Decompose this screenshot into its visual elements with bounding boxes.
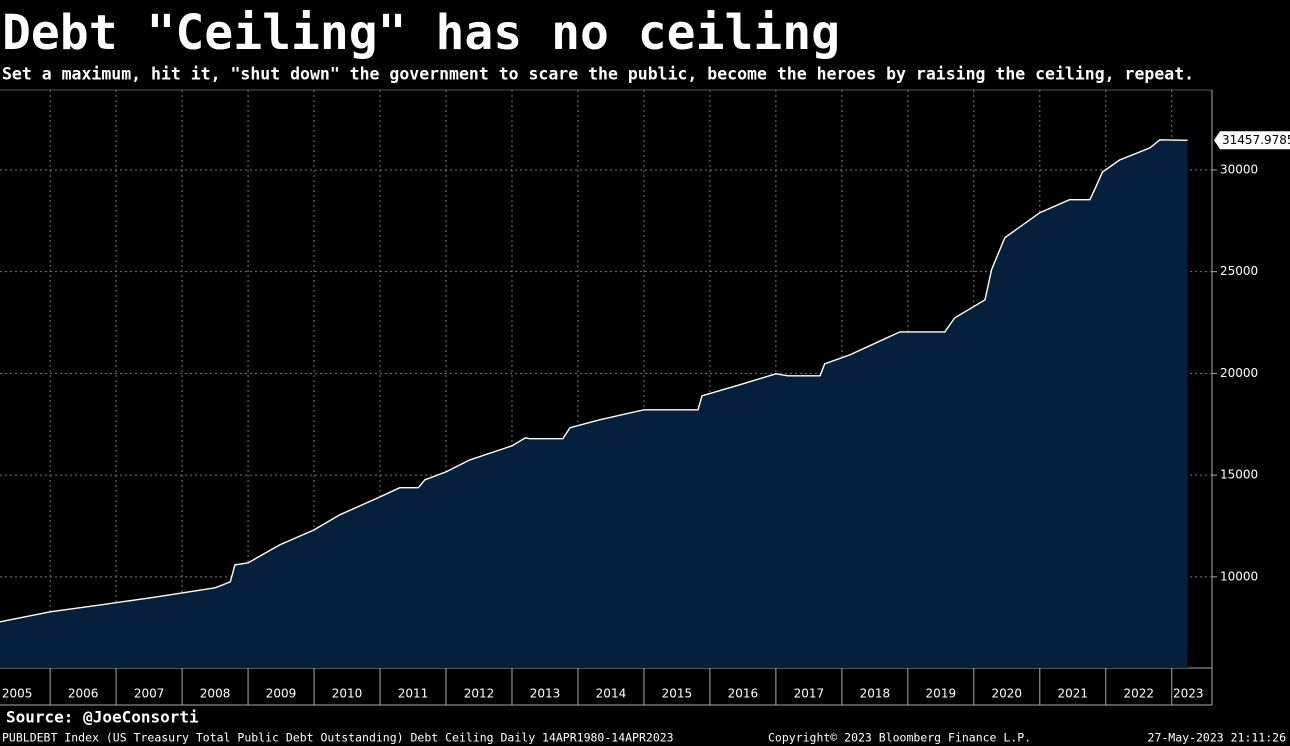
x-tick-label: 2017	[794, 687, 825, 701]
plot: 31457.9785 10000 15000 20000 25000 30000 2005 2…	[0, 90, 1290, 705]
description: PUBLDEBT Index (US Treasury Total Public…	[2, 731, 674, 745]
x-tick-label: 2012	[464, 687, 495, 701]
x-tick-label: 2014	[596, 687, 627, 701]
y-tick-label: 10000	[1220, 569, 1258, 583]
area	[0, 139, 1188, 669]
x-tick-label: 2019	[926, 687, 957, 701]
source: Source: @JoeConsorti	[6, 708, 199, 727]
x-tick-label: 2021	[1058, 687, 1089, 701]
chart-subtitle: Set a maximum, hit it, "shut down" the g…	[2, 65, 1194, 84]
x-tick-label: 2023	[1173, 687, 1204, 701]
x-tick-label: 2008	[200, 687, 231, 701]
y-tick-label: 30000	[1220, 162, 1258, 176]
y-tick-label: 15000	[1220, 468, 1258, 482]
last-value-label: 31457.9785	[1222, 133, 1290, 147]
x-tick-label: 2022	[1123, 687, 1154, 701]
x-tick-label: 2020	[992, 687, 1023, 701]
timestamp: 27-May-2023 21:11:26	[1148, 731, 1287, 745]
x-tick-label: 2005	[2, 687, 33, 701]
last-value-box	[1214, 131, 1290, 150]
x-tick-label: 2007	[134, 687, 165, 701]
x-tick-label: 2006	[68, 687, 99, 701]
x-tick-label: 2009	[266, 687, 297, 701]
copyright: Copyright© 2023 Bloomberg Finance L.P.	[768, 731, 1031, 745]
x-tick-label: 2018	[860, 687, 891, 701]
x-tick-label: 2015	[662, 687, 693, 701]
x-tick-label: 2013	[530, 687, 561, 701]
y-tick-label: 20000	[1220, 366, 1258, 380]
chart-title: Debt "Ceiling" has no ceiling	[2, 5, 840, 61]
x-tick-label: 2010	[332, 687, 363, 701]
y-tick-label: 25000	[1220, 264, 1258, 278]
x-tick-label: 2011	[398, 687, 429, 701]
line	[0, 139, 1188, 623]
x-tick-label: 2016	[728, 687, 759, 701]
